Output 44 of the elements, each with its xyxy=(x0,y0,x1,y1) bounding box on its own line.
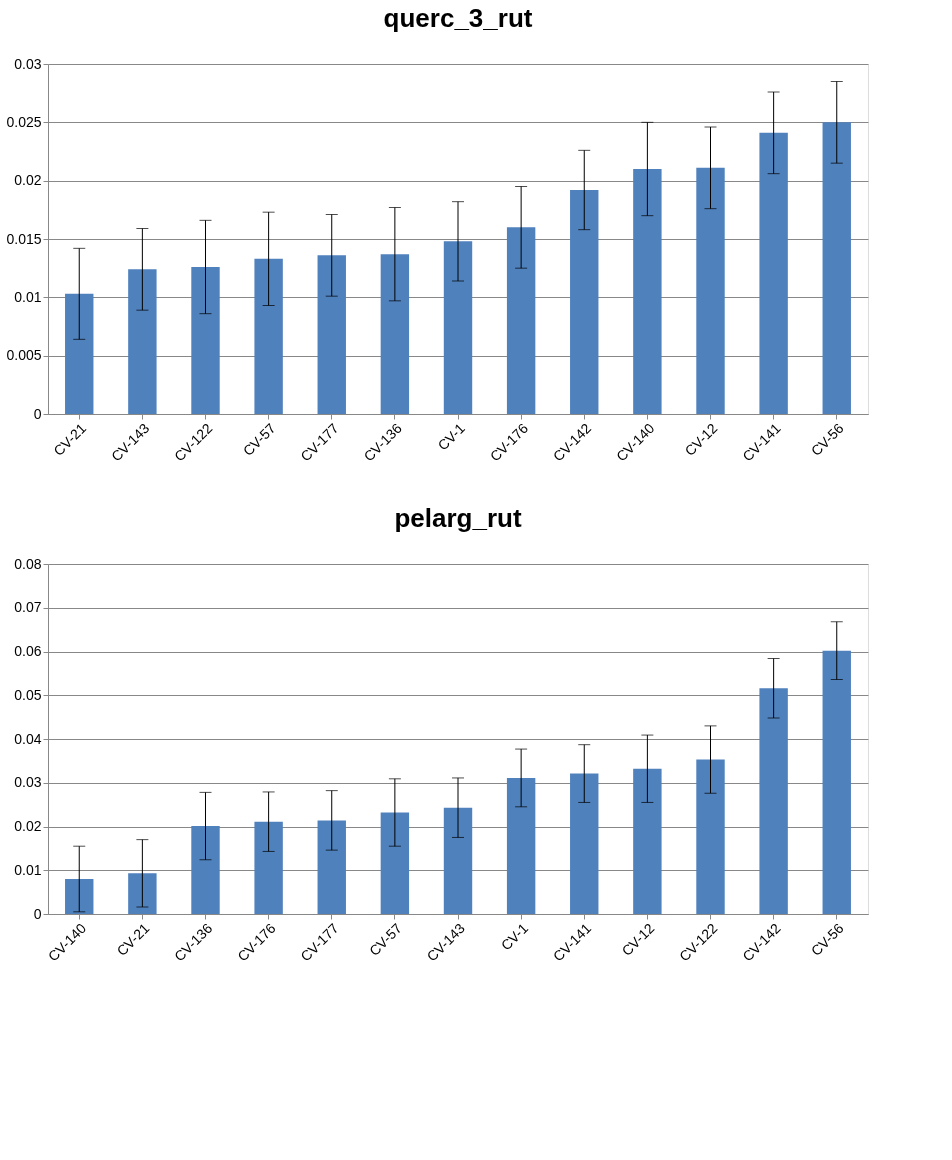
bar xyxy=(128,873,157,914)
bar xyxy=(633,768,662,914)
y-tick-label: 0 xyxy=(33,405,42,422)
y-tick-label: 0.04 xyxy=(14,730,42,747)
bar xyxy=(570,773,599,914)
bar xyxy=(191,826,220,914)
bar xyxy=(128,269,157,414)
bar xyxy=(443,807,473,914)
bar xyxy=(696,759,725,914)
bar xyxy=(759,132,788,414)
y-tick-label: 0.015 xyxy=(6,230,42,247)
y-tick-label: 0.025 xyxy=(6,113,42,130)
y-tick-label: 0.02 xyxy=(14,818,42,834)
bar xyxy=(696,167,725,414)
y-tick-label: 0 xyxy=(33,905,42,922)
y-tick-label: 0.06 xyxy=(14,643,42,659)
y-tick-label: 0.03 xyxy=(14,55,42,72)
bar xyxy=(443,241,473,414)
bar xyxy=(317,820,346,914)
bar xyxy=(191,267,220,414)
bar xyxy=(380,812,410,914)
chart-title: querc_3_rut xyxy=(383,3,533,33)
chart-title: pelarg_rut xyxy=(394,503,522,533)
y-tick-label: 0.05 xyxy=(14,686,42,703)
y-tick-label: 0.08 xyxy=(14,555,42,572)
bar xyxy=(759,688,788,914)
bar xyxy=(570,190,599,414)
bar xyxy=(506,227,536,414)
y-tick-label: 0.01 xyxy=(14,288,42,305)
bar xyxy=(65,879,94,914)
bar xyxy=(254,821,283,914)
y-tick-label: 0.03 xyxy=(14,774,42,791)
bar xyxy=(822,122,851,414)
bar xyxy=(65,293,94,414)
y-tick-label: 0.01 xyxy=(14,861,42,878)
y-tick-label: 0.07 xyxy=(14,599,42,616)
y-tick-label: 0.005 xyxy=(6,347,42,364)
y-tick-label: 0.02 xyxy=(14,172,42,189)
bar xyxy=(317,255,346,414)
bar xyxy=(380,254,410,414)
bar xyxy=(506,777,536,914)
bar xyxy=(822,650,851,914)
bar xyxy=(633,169,662,414)
bar xyxy=(254,258,283,414)
